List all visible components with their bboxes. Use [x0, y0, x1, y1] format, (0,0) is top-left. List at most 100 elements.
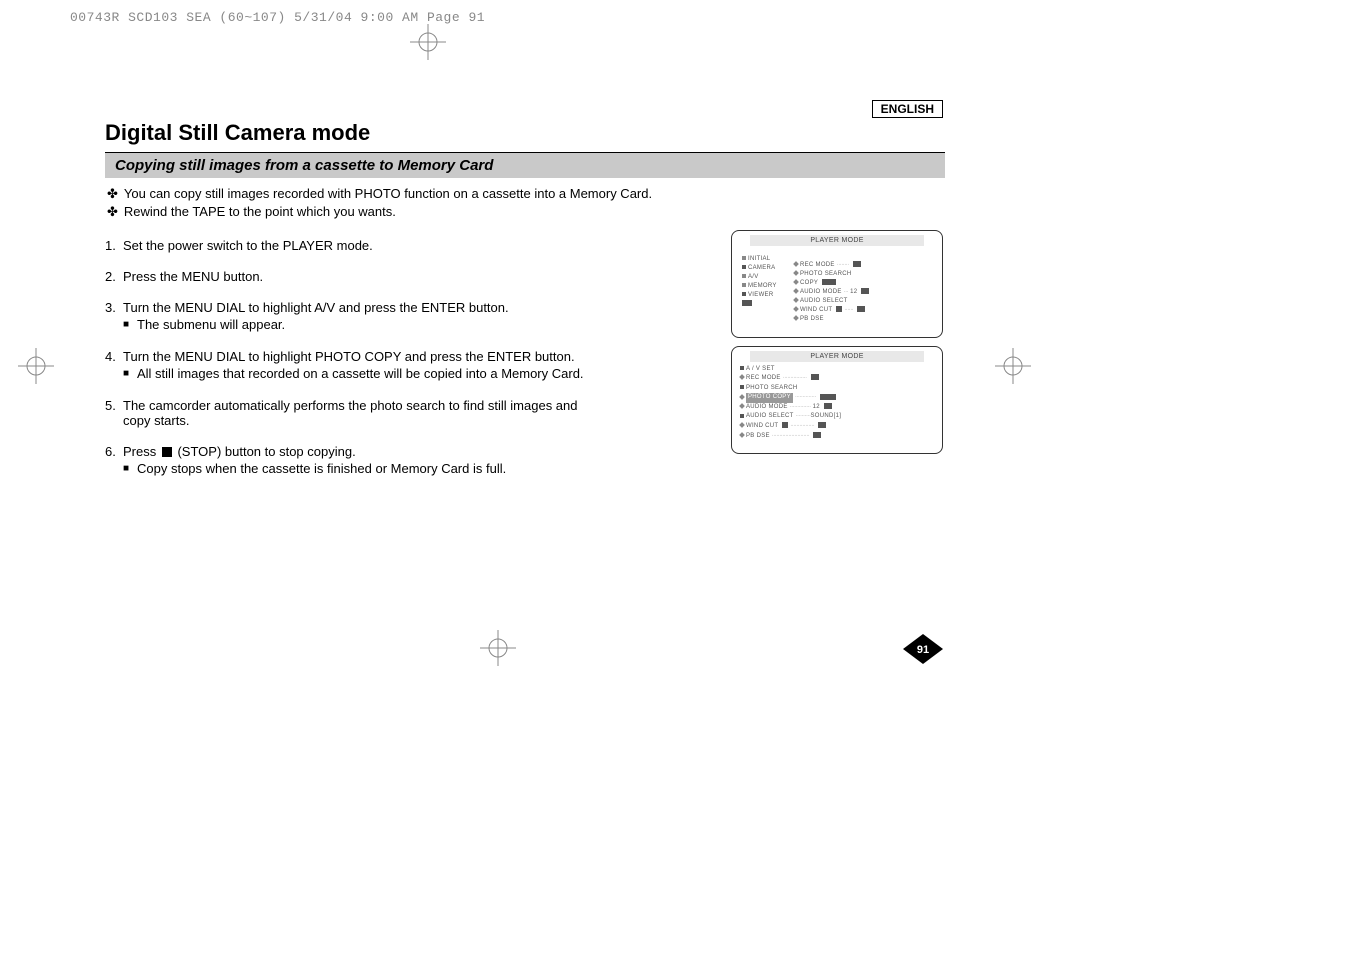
- screen-mode-title: PLAYER MODE: [750, 235, 924, 246]
- screen-menu-item: CAMERA: [742, 264, 777, 273]
- language-label: ENGLISH: [872, 100, 943, 118]
- diamond-bullet-icon: [793, 289, 799, 295]
- step-number: 2.: [105, 269, 123, 284]
- svg-text:91: 91: [917, 644, 929, 656]
- square-bullet-icon: ■: [123, 317, 137, 333]
- audio-icon: [861, 288, 869, 294]
- screen-menu-item: A/V: [742, 273, 777, 282]
- tape-icon: [811, 374, 819, 380]
- page-number-badge: 91: [903, 634, 943, 664]
- square-bullet-icon: ■: [123, 366, 137, 382]
- screen1-left-menu: INITIALCAMERAA/VMEMORYVIEWER: [742, 255, 777, 309]
- step-number: 4.: [105, 349, 123, 364]
- step: 6.Press (STOP) button to stop copying. ■C…: [105, 444, 605, 477]
- step-sub-text: All still images that recorded on a cass…: [137, 366, 605, 382]
- screen1-right-menu: REC MODE ········ PHOTO SEARCHCOPY AUDIO…: [794, 261, 869, 324]
- tape-icon: [742, 300, 752, 306]
- diamond-bullet-icon: [793, 271, 799, 277]
- screen-menu-item: AUDIO MODE ··· 12: [794, 288, 869, 297]
- lcd-screen-1: PLAYER MODE INITIALCAMERAA/VMEMORYVIEWER…: [731, 230, 943, 338]
- step: 4.Turn the MENU DIAL to highlight PHOTO …: [105, 349, 605, 382]
- manual-page: ENGLISH Digital Still Camera mode Copyin…: [105, 90, 945, 493]
- step-text: Press (STOP) button to stop copying.: [123, 444, 605, 459]
- screen-menu-item: WIND CUT ······: [794, 306, 869, 315]
- page-title: Digital Still Camera mode: [105, 120, 945, 146]
- screen2-menu-list: REC MODE ················ PHOTO SEARCHPH…: [740, 374, 934, 441]
- registration-mark-icon: [480, 630, 516, 666]
- diamond-bullet-icon: [739, 375, 745, 381]
- registration-mark-icon: [410, 24, 446, 60]
- menu-marker-icon: [742, 292, 746, 296]
- lcd-screen-2: PLAYER MODE A / V SET REC MODE ·········…: [731, 346, 943, 454]
- lcd-screens-group: PLAYER MODE INITIALCAMERAA/VMEMORYVIEWER…: [731, 230, 943, 462]
- section-subtitle: Copying still images from a cassette to …: [105, 152, 945, 178]
- stop-icon: [162, 447, 172, 457]
- wind-icon: [782, 422, 788, 428]
- copy-icon: [820, 394, 836, 400]
- screen-menu-item: AUDIO MODE ·············· 12: [740, 403, 934, 413]
- steps-list: 1.Set the power switch to the PLAYER mod…: [105, 238, 605, 477]
- screen-menu-item: INITIAL: [742, 255, 777, 264]
- screen-menu-item: PHOTO SEARCH: [794, 270, 869, 279]
- diamond-bullet-icon: [739, 403, 745, 409]
- diamond-bullet-icon: [793, 307, 799, 313]
- step: 5.The camcorder automatically performs t…: [105, 398, 605, 428]
- menu-marker-icon: [742, 283, 746, 287]
- step-number: 6.: [105, 444, 123, 459]
- step-text: Turn the MENU DIAL to highlight A/V and …: [123, 300, 605, 315]
- step-sub-text: The submenu will appear.: [137, 317, 605, 333]
- step-number: 5.: [105, 398, 123, 428]
- toggle-icon: [857, 306, 865, 312]
- screen-menu-item: WIND CUT ················: [740, 422, 934, 432]
- print-header-strip: 00743R SCD103 SEA (60~107) 5/31/04 9:00 …: [70, 10, 485, 25]
- club-bullet-icon: ✤: [107, 186, 118, 201]
- screen-menu-item: AUDIO SELECT ··········SOUND[1]: [740, 412, 934, 422]
- diamond-bullet-icon: [793, 298, 799, 304]
- intro-text: You can copy still images recorded with …: [124, 186, 652, 201]
- registration-mark-icon: [18, 348, 54, 384]
- step-text: Turn the MENU DIAL to highlight PHOTO CO…: [123, 349, 605, 364]
- screen-menu-item: PB DSE ·························: [740, 432, 934, 442]
- step-sub-text: Copy stops when the cassette is finished…: [137, 461, 605, 477]
- club-bullet-icon: ✤: [107, 204, 118, 219]
- screen-menu-item: VIEWER: [742, 291, 777, 300]
- screen-menu-item: MEMORY: [742, 282, 777, 291]
- intro-text: Rewind the TAPE to the point which you w…: [124, 204, 396, 219]
- registration-mark-icon: [995, 348, 1031, 384]
- screen-mode-title: PLAYER MODE: [750, 351, 924, 362]
- diamond-bullet-icon: [793, 316, 799, 322]
- screen2-heading: A / V SET: [746, 366, 775, 372]
- menu-marker-icon: [740, 414, 744, 418]
- step-text: Set the power switch to the PLAYER mode.: [123, 238, 605, 253]
- step-number: 3.: [105, 300, 123, 315]
- screen-menu-item: AUDIO SELECT: [794, 297, 869, 306]
- square-bullet-icon: ■: [123, 461, 137, 477]
- toggle-icon: [818, 422, 826, 428]
- intro-block: ✤ You can copy still images recorded with…: [107, 186, 945, 220]
- diamond-bullet-icon: [739, 432, 745, 438]
- menu-marker-icon: [742, 265, 746, 269]
- screen-menu-item: PHOTO COPY ··············: [740, 393, 934, 403]
- screen-menu-item: REC MODE ········: [794, 261, 869, 270]
- intro-line: ✤ Rewind the TAPE to the point which you …: [107, 204, 945, 220]
- menu-marker-icon: [740, 385, 744, 389]
- toggle-icon: [813, 432, 821, 438]
- step: 2.Press the MENU button.: [105, 269, 605, 284]
- step: 1.Set the power switch to the PLAYER mod…: [105, 238, 605, 253]
- screen-menu-item: COPY: [794, 279, 869, 288]
- diamond-bullet-icon: [793, 262, 799, 268]
- step-number: 1.: [105, 238, 123, 253]
- highlighted-menu-item: PHOTO COPY: [746, 393, 793, 403]
- menu-marker-icon: [742, 256, 746, 260]
- step-text: The camcorder automatically performs the…: [123, 398, 605, 428]
- diamond-bullet-icon: [739, 394, 745, 400]
- tape-icon: [853, 261, 861, 267]
- screen-menu-item: PB DSE: [794, 315, 869, 324]
- diamond-bullet-icon: [739, 423, 745, 429]
- step: 3.Turn the MENU DIAL to highlight A/V an…: [105, 300, 605, 333]
- menu-marker-icon: [742, 274, 746, 278]
- screen-menu-item: PHOTO SEARCH: [740, 384, 934, 394]
- diamond-bullet-icon: [793, 280, 799, 286]
- copy-icon: [822, 279, 836, 285]
- wind-icon: [836, 306, 842, 312]
